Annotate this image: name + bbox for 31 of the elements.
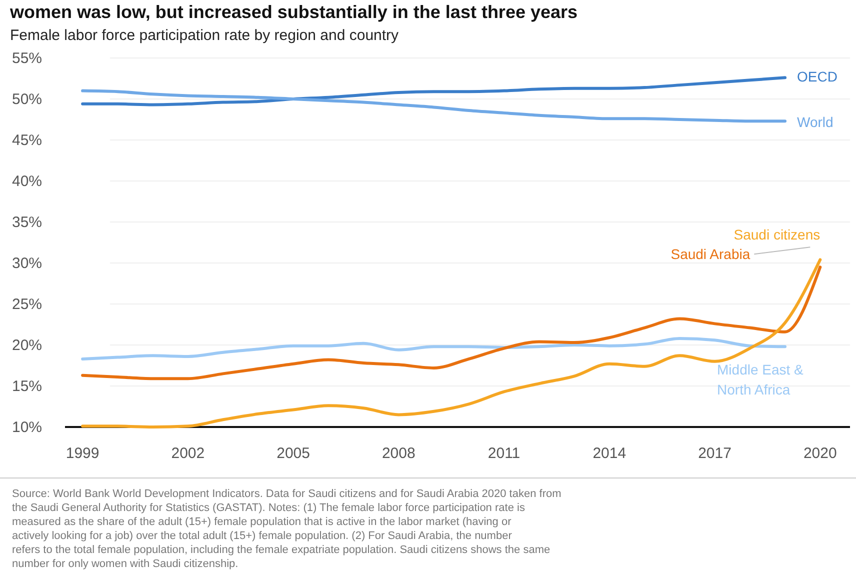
chart-subtitle: Female labor force participation rate by region and country [10, 27, 400, 44]
line-series [81, 89, 787, 123]
x-tick-label: 2014 [592, 445, 626, 462]
y-tick-label: 35% [12, 214, 42, 231]
y-tick-label: 55% [12, 50, 42, 67]
y-tick-label: 50% [12, 91, 42, 108]
x-tick-label: 2011 [488, 445, 520, 462]
y-tick-label: 40% [12, 173, 42, 190]
text: Saudi Arabia [670, 246, 750, 262]
y-tick-label: 15% [12, 378, 42, 395]
series-label: World [797, 114, 834, 130]
chart-title: women was low, but increased substantially in the last three years [9, 2, 578, 22]
source-note: Source: World Bank World Development Indicators. Data for Saudi citizens and for Saudi Arabia 2020 taken from the Saudi General Authority for Statistics (GASTAT). Notes: (1) The female labor force participation rate is measured as the share of the adult (15+) female population that is active in the labor market (having or actively looking for a job) over the total adult (15+) female population. (2) For Saudi Arabia, the number refers to the total female population, including the female expatriate population. Saudi citizens shows the same number for only women with Saudi citizenship. [12, 488, 562, 570]
y-tick-label: 45% [12, 132, 42, 149]
line-series [81, 258, 822, 428]
line-series [81, 336, 787, 360]
y-tick-label: 20% [12, 337, 42, 354]
y-tick-label: 25% [12, 296, 42, 313]
series-label: OECD [797, 68, 838, 85]
x-tick-label: 2020 [803, 445, 837, 462]
x-tick-label: 2002 [171, 445, 205, 462]
series-label: Saudi citizens [734, 226, 820, 243]
x-tick-label: 2008 [382, 445, 416, 462]
x-tick-label: 2005 [276, 445, 310, 462]
x-tick-label: 1999 [66, 445, 100, 462]
line-series [81, 76, 787, 106]
line-series [81, 266, 822, 380]
y-tick-label: 10% [12, 419, 42, 436]
series-label: Middle East & North Africa [717, 362, 804, 398]
x-tick-label: 2017 [698, 445, 732, 462]
y-tick-label: 30% [12, 255, 42, 272]
